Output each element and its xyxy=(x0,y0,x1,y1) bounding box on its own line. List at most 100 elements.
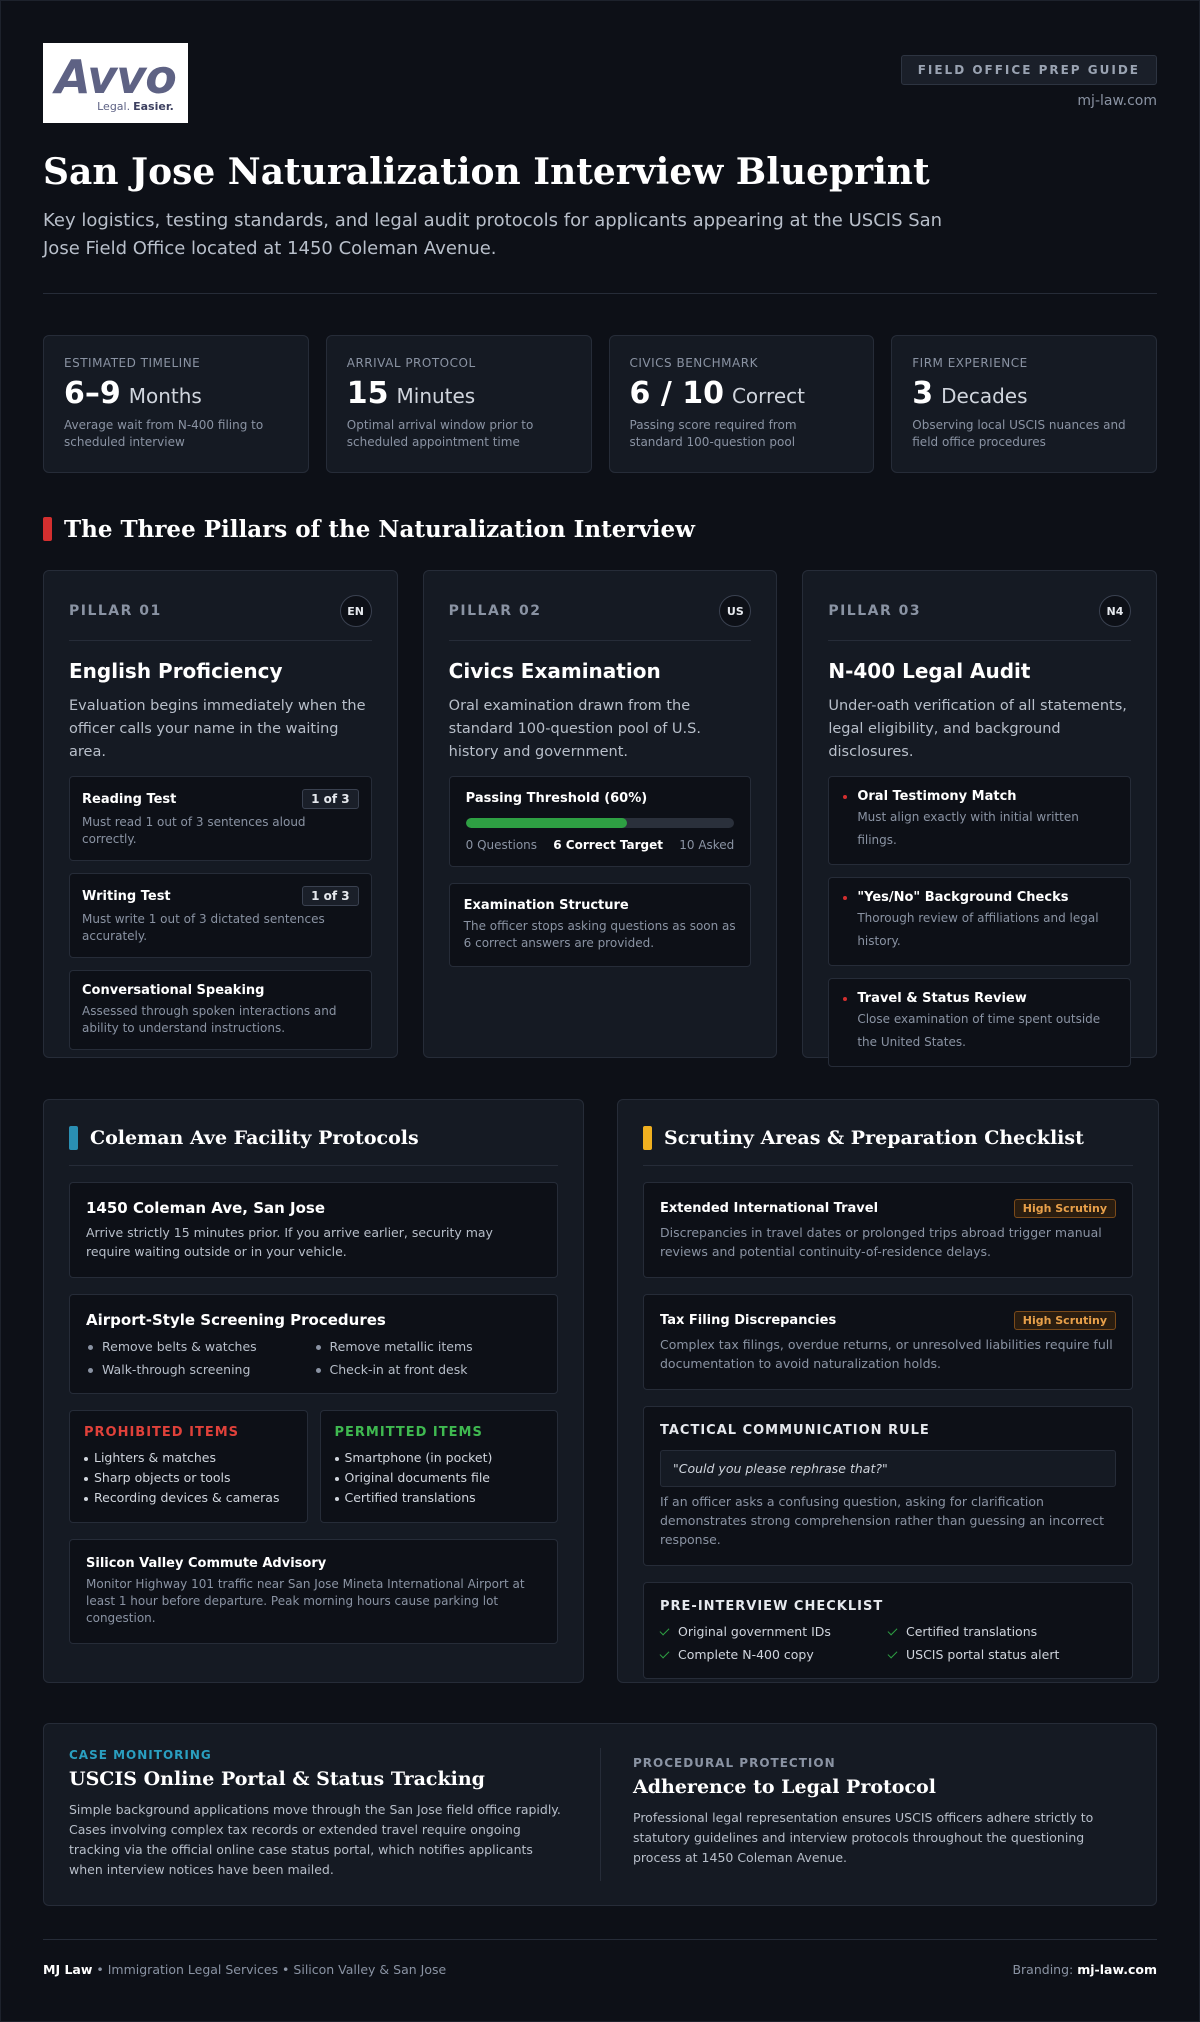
rule-text: If an officer asks a confusing question,… xyxy=(660,1494,1105,1547)
stat-value: 6 / 10 xyxy=(629,376,724,411)
divider xyxy=(643,1165,1133,1166)
checklist-box: PRE-INTERVIEW CHECKLIST Original governme… xyxy=(643,1582,1133,1679)
checklist-item: Complete N-400 copy xyxy=(660,1647,888,1662)
test-box: Writing Test 1 of 3 Must write 1 out of 3 … xyxy=(69,873,372,958)
structure-text: The officer stops asking questions as so… xyxy=(463,919,736,950)
scrutiny-title: Extended International Travel xyxy=(660,1201,879,1216)
guide-badge: FIELD OFFICE PREP GUIDE xyxy=(900,55,1157,85)
test-title: Writing Test xyxy=(82,888,171,904)
section-heading: The Three Pillars of the Naturalization … xyxy=(64,515,695,543)
info-text: Simple background applications move thro… xyxy=(69,1802,561,1877)
rule-title: TACTICAL COMMUNICATION RULE xyxy=(660,1423,930,1438)
logo-tagline: Legal. Easier. xyxy=(97,100,174,113)
info-col: PROCEDURAL PROTECTION Adherence to Legal … xyxy=(600,1748,1131,1881)
advisory-title: Silicon Valley Commute Advisory xyxy=(86,1556,327,1571)
pillar-tag: PILLAR 03 xyxy=(828,603,922,619)
rule-box: TACTICAL COMMUNICATION RULE "Could you pl… xyxy=(643,1406,1133,1566)
screening-title: Airport-Style Screening Procedures xyxy=(86,1311,386,1329)
check-title: "Yes/No" Background Checks xyxy=(857,890,1069,905)
header-right: FIELD OFFICE PREP GUIDE mj-law.com xyxy=(900,43,1157,123)
divider xyxy=(69,1165,558,1166)
detail-panels: Coleman Ave Facility Protocols 1450 Colem… xyxy=(43,1099,1159,1683)
list-item: Sharp objects or tools xyxy=(84,1468,293,1488)
scrutiny-badge: High Scrutiny xyxy=(1013,1199,1116,1218)
progress-max: 10 Asked xyxy=(679,838,735,852)
test-title: Reading Test xyxy=(82,791,177,807)
address-title: 1450 Coleman Ave, San Jose xyxy=(86,1199,326,1217)
stat-value: 6–9 xyxy=(64,376,121,411)
stat-label: ESTIMATED TIMELINE xyxy=(64,356,201,370)
pillar-tag: PILLAR 02 xyxy=(448,603,542,619)
check-title: Travel & Status Review xyxy=(857,991,1027,1006)
pillar-title: Civics Examination xyxy=(448,659,661,683)
section-marker xyxy=(69,1126,78,1150)
screening-item: Remove belts & watches xyxy=(86,1339,314,1354)
checklist-item: USCIS portal status alert xyxy=(888,1647,1116,1662)
check-box: Oral Testimony Match Must align exactly w… xyxy=(828,776,1131,865)
advisory-box: Silicon Valley Commute Advisory Monitor H… xyxy=(69,1539,558,1644)
section-marker xyxy=(643,1126,652,1150)
scrutiny-box: Tax Filing Discrepancies High Scrutiny Com… xyxy=(643,1294,1133,1390)
check-item: "Yes/No" Background Checks Thorough revie… xyxy=(841,890,1118,953)
stat-note: Observing local USCIS nuances and field … xyxy=(912,418,1126,449)
kicker: CASE MONITORING xyxy=(69,1748,212,1762)
section-header: Scrutiny Areas & Preparation Checklist xyxy=(643,1125,1133,1151)
test-row: Reading Test 1 of 3 xyxy=(82,789,359,809)
pillar-title: N-400 Legal Audit xyxy=(828,659,1031,683)
item-rules: PROHIBITED ITEMS Lighters & matches Sharp … xyxy=(69,1410,558,1523)
stat-label: CIVICS BENCHMARK xyxy=(629,356,758,370)
pillar-card: PILLAR 03 N4 N-400 Legal Audit Under-oath v… xyxy=(802,570,1157,1067)
stat-unit: Minutes xyxy=(396,384,476,408)
logo: Avvo Legal. Easier. xyxy=(43,43,188,123)
screening-list: Remove belts & watches Remove metallic it… xyxy=(86,1339,541,1377)
address-text: Arrive strictly 15 minutes prior. If you… xyxy=(86,1225,493,1259)
items-list: Smartphone (in pocket) Original documents… xyxy=(334,1448,544,1508)
info-card: CASE MONITORING USCIS Online Portal & Sta… xyxy=(43,1723,1157,1906)
progress-labels: 0 Questions 6 Correct Target 10 Asked xyxy=(466,838,735,852)
list-item: Original documents file xyxy=(334,1468,544,1488)
footer: MJ Law • Immigration Legal Services • Sil… xyxy=(43,1939,1157,1977)
pillar-desc: Evaluation begins immediately when the o… xyxy=(69,698,366,760)
address-box: 1450 Coleman Ave, San Jose Arrive strictl… xyxy=(69,1182,558,1278)
test-box: Conversational Speaking Assessed through … xyxy=(69,970,372,1050)
stat-value: 15 xyxy=(346,376,389,411)
info-col: CASE MONITORING USCIS Online Portal & Sta… xyxy=(69,1748,600,1881)
progress-fill xyxy=(465,818,627,828)
pillar-desc: Oral examination drawn from the standard… xyxy=(448,698,701,760)
info-title: Adherence to Legal Protocol xyxy=(633,1776,936,1798)
section-heading: Coleman Ave Facility Protocols xyxy=(90,1127,419,1149)
section-header: The Three Pillars of the Naturalization … xyxy=(43,515,1157,543)
check-box: "Yes/No" Background Checks Thorough revie… xyxy=(828,877,1131,966)
pillar-title: English Proficiency xyxy=(69,659,283,683)
facility-panel: Coleman Ave Facility Protocols 1450 Colem… xyxy=(43,1099,584,1683)
threshold-title: Passing Threshold (60%) xyxy=(465,791,648,806)
scrutiny-text: Complex tax filings, overdue returns, or… xyxy=(660,1337,1113,1371)
footer-site: mj-law.com xyxy=(1077,1962,1157,1977)
scrutiny-box: Extended International Travel High Scruti… xyxy=(643,1182,1133,1278)
stat-card: ESTIMATED TIMELINE 6–9 Months Average wait … xyxy=(43,335,309,473)
stat-note: Average wait from N-400 filing to schedu… xyxy=(64,418,264,449)
page-subtitle: Key logistics, testing standards, and le… xyxy=(43,210,943,259)
stat-unit: Months xyxy=(128,384,202,408)
list-item: Smartphone (in pocket) xyxy=(334,1448,544,1468)
stat-line: 6 / 10 Correct xyxy=(630,376,854,411)
checklist: Original government IDs Certified transla… xyxy=(660,1624,1116,1662)
check-text: Must align exactly with initial written … xyxy=(857,810,1079,847)
checklist-item: Certified translations xyxy=(888,1624,1116,1639)
divider xyxy=(69,640,372,641)
footer-right: Branding: mj-law.com xyxy=(1012,1962,1157,1977)
stat-note: Optimal arrival window prior to schedule… xyxy=(346,418,534,449)
divider xyxy=(828,640,1131,641)
rule-quote: "Could you please rephrase that?" xyxy=(660,1450,1116,1487)
test-text: Assessed through spoken interactions and… xyxy=(82,1004,337,1035)
info-title: USCIS Online Portal & Status Tracking xyxy=(69,1768,485,1790)
stat-unit: Decades xyxy=(941,384,1028,408)
items-box: PROHIBITED ITEMS Lighters & matches Sharp … xyxy=(69,1410,308,1523)
test-badge: 1 of 3 xyxy=(302,886,359,906)
test-badge: 1 of 3 xyxy=(302,789,359,809)
pillar-code: US xyxy=(719,595,752,627)
list-item: Recording devices & cameras xyxy=(84,1488,293,1508)
logo-brand: Avvo xyxy=(55,49,177,104)
screening-item: Remove metallic items xyxy=(314,1339,542,1354)
items-title: PROHIBITED ITEMS xyxy=(84,1425,240,1440)
